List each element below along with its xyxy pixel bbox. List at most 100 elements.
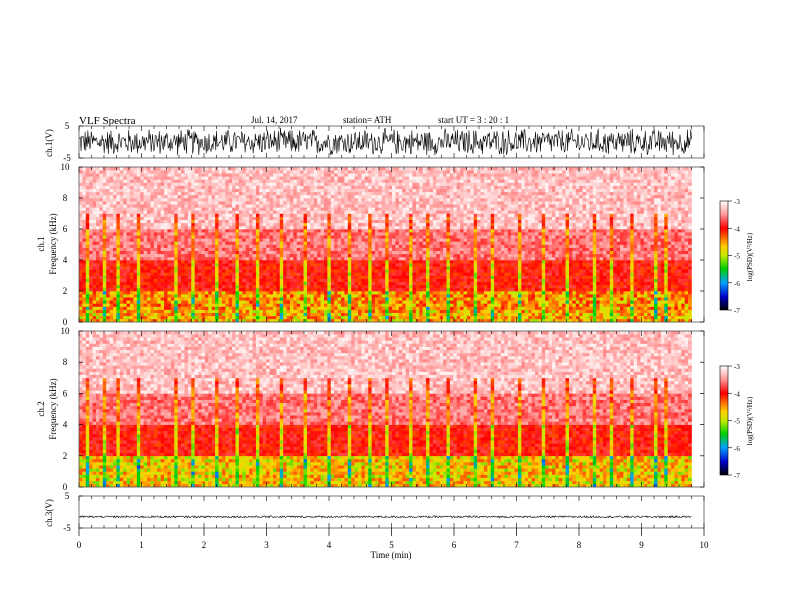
ch1-spec-cell	[306, 182, 311, 186]
ch1-spec-cell	[324, 229, 328, 233]
ch1-spec-cell	[113, 213, 117, 217]
ch1-spec-cell	[252, 275, 257, 279]
ch1-spec-cell	[116, 294, 121, 298]
ch1-spec-cell	[392, 306, 396, 310]
ch1-spec-cell	[354, 284, 359, 289]
ch1-spec-cell	[375, 315, 379, 320]
ch1-spec-cell	[269, 188, 274, 193]
ch1-spec-cell	[181, 253, 185, 258]
ch1-spec-cell	[242, 312, 247, 317]
ch1-spec-cell	[96, 216, 100, 220]
ch1-spec-cell	[89, 216, 93, 220]
ch1-spec-cell	[358, 232, 362, 236]
ch1-spec-cell	[293, 272, 298, 276]
ch1-spec-cell	[317, 287, 321, 292]
ch1-spec-cell	[249, 191, 253, 196]
ch1-spec-cell	[320, 278, 325, 282]
ch1-spec-cell	[351, 176, 355, 180]
ch1-spec-cell	[293, 235, 298, 239]
ch1-spec-cell	[225, 216, 230, 220]
ch1-spec-cell	[153, 173, 158, 177]
ch1-spec-cell	[392, 179, 396, 183]
ch1-spec-cell	[279, 260, 284, 264]
ch1-spec-cell	[310, 216, 315, 220]
ch1-spec-cell	[262, 263, 267, 267]
ch1-spec-cell	[177, 272, 182, 276]
ch1-spec-cell	[174, 309, 178, 313]
ch1-spec-cell	[398, 238, 403, 242]
ch1-spec-cell	[300, 312, 304, 317]
ch1-spec-cell	[215, 198, 219, 202]
ch1-spec-cell	[324, 256, 328, 261]
ch1-spec-cell	[96, 244, 100, 248]
ch1-spec-cell	[208, 281, 213, 286]
ch1-spec-cell	[259, 291, 264, 295]
figure-title: VLF Spectra	[79, 115, 136, 127]
ch1-spec-cell	[375, 204, 379, 208]
ch1-spec-cell	[303, 275, 308, 279]
ch1-spec-cell	[119, 284, 124, 289]
ch1-spec-cell	[82, 216, 87, 220]
ch1-spec-cell	[92, 278, 97, 282]
ch1-spec-cell	[375, 241, 379, 245]
ch1-spec-cell	[204, 303, 209, 307]
ch1-spec-cell	[147, 222, 151, 227]
ch1-spec-cell	[130, 213, 134, 217]
ch1-spec-cell	[388, 253, 393, 258]
ch1-spec-cell	[368, 238, 372, 242]
ch1-spec-cell	[242, 247, 247, 251]
ch1-spec-cell	[147, 207, 151, 211]
ch1-spec-cell	[344, 247, 349, 251]
ch1-spec-cell	[113, 260, 117, 264]
ch1-spec-cell	[99, 315, 104, 320]
ch1-spec-cell	[341, 309, 345, 313]
ch1-spec-cell	[272, 315, 277, 320]
ch1-spec-cell	[184, 179, 189, 183]
ch1-spec-cell	[337, 167, 342, 171]
ch1-spec-cell	[225, 275, 230, 279]
ch1-spec-cell	[289, 294, 294, 298]
ch1-spec-cell	[310, 318, 315, 323]
ch1-spec-cell	[289, 191, 294, 196]
ch1-spec-cell	[215, 194, 219, 199]
ch1-spec-cell	[130, 300, 134, 304]
ch1-spec-cell	[238, 312, 243, 317]
ch1-spec-cell	[388, 269, 393, 273]
ch1-spec-cell	[184, 275, 189, 279]
ch1-spec-cell	[317, 229, 321, 233]
ch1-spec-cell	[306, 207, 311, 211]
ch1-spec-cell	[136, 297, 141, 301]
ch1-spec-cell	[402, 182, 406, 186]
ch1-spec-cell	[289, 263, 294, 267]
ch1-spec-cell	[289, 247, 294, 251]
ch1-spec-cell	[174, 207, 178, 211]
ch1-spec-cell	[378, 232, 383, 236]
ch1-spec-cell	[313, 170, 318, 174]
ch1-spec-cell	[221, 291, 226, 295]
ch1-spec-cell	[344, 182, 349, 186]
ch1-spec-cell	[106, 260, 110, 264]
ch1-spec-cell	[218, 219, 223, 224]
ch1-spec-cell	[402, 219, 406, 224]
ch1-spec-cell	[364, 222, 369, 227]
ch1-spec-cell	[405, 198, 410, 202]
ch1-spec-cell	[310, 185, 315, 189]
ch1-spec-cell	[388, 219, 393, 224]
ch1-spec-cell	[79, 207, 83, 211]
ch1-spec-cell	[85, 300, 90, 304]
ch1-spec-cell	[378, 281, 383, 286]
ch1-spec-cell	[252, 284, 257, 289]
ch1-spec-cell	[191, 266, 195, 270]
ch1-spec-cell	[405, 272, 410, 276]
ch1-spec-cell	[375, 225, 379, 230]
ch1-spec-cell	[245, 204, 250, 208]
ch1-spec-cell	[337, 216, 342, 220]
ch1-spec-cell	[306, 173, 311, 177]
ch1-spec-cell	[341, 263, 345, 267]
ch1-spec-cell	[187, 179, 192, 183]
ch1-spec-cell	[245, 306, 250, 310]
ch1-spec-cell	[204, 266, 209, 270]
ch1-spec-cell	[303, 232, 308, 236]
ch1-spec-cell	[354, 287, 359, 292]
ch1-spec-cell	[208, 297, 213, 301]
